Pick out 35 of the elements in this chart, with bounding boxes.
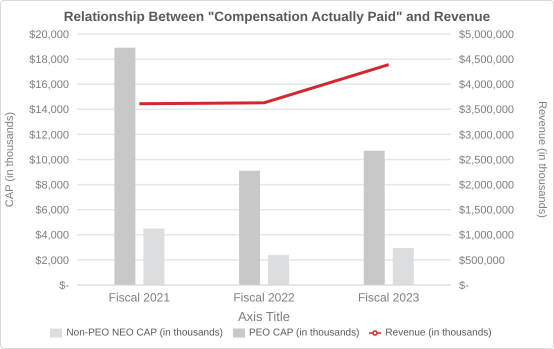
y2-tick-label: $500,000	[459, 254, 505, 267]
y-axis-title: CAP (in thousands)	[4, 112, 16, 208]
y2-tick-label: $4,000,000	[459, 79, 514, 92]
x-tick-label: Fiscal 2022	[233, 290, 296, 305]
y-tick-label: $16,000	[29, 79, 69, 92]
y2-tick-label: $5,000,000	[459, 28, 514, 41]
y2-tick-label: $1,500,000	[459, 204, 514, 217]
y-tick-label: $4,000	[35, 230, 69, 242]
y-tick-label: $14,000	[29, 104, 69, 116]
y-tick-label: $12,000	[29, 129, 69, 142]
y-tick-label: $-	[59, 280, 70, 292]
y2-tick-label: $1,000,000	[459, 230, 514, 242]
x-tick-label: Fiscal 2023	[358, 290, 420, 305]
y2-tick-label: $3,000,000	[459, 129, 514, 142]
bar	[239, 170, 260, 285]
y-tick-label: $18,000	[29, 54, 69, 66]
legend-label: PEO CAP (in thousands)	[248, 328, 360, 339]
y-tick-label: $10,000	[29, 154, 69, 166]
y2-tick-label: $2,000,000	[459, 180, 514, 192]
bar	[364, 150, 385, 285]
y-tick-label: $20,000	[29, 28, 69, 41]
y-tick-label: $8,000	[35, 180, 69, 192]
x-axis-title: Axis Title	[238, 309, 290, 324]
x-tick-label: Fiscal 2021	[108, 290, 170, 305]
y2-tick-label: $3,500,000	[459, 104, 514, 116]
chart-title: Relationship Between "Compensation Actually Paid" and Revenue	[62, 9, 492, 24]
legend-label: Non-PEO NEO CAP (in thousands)	[66, 328, 223, 339]
y2-tick-label: $2,500,000	[459, 154, 514, 166]
y-tick-label: $2,000	[35, 254, 69, 267]
y2-tick-label: $-	[459, 280, 470, 292]
legend-label: Revenue (in thousands)	[385, 328, 492, 339]
y-tick-label: $6,000	[35, 204, 69, 217]
y2-axis-title: Revenue (in thousands)	[536, 101, 548, 218]
bar	[114, 48, 136, 285]
y2-tick-label: $4,500,000	[459, 54, 514, 66]
